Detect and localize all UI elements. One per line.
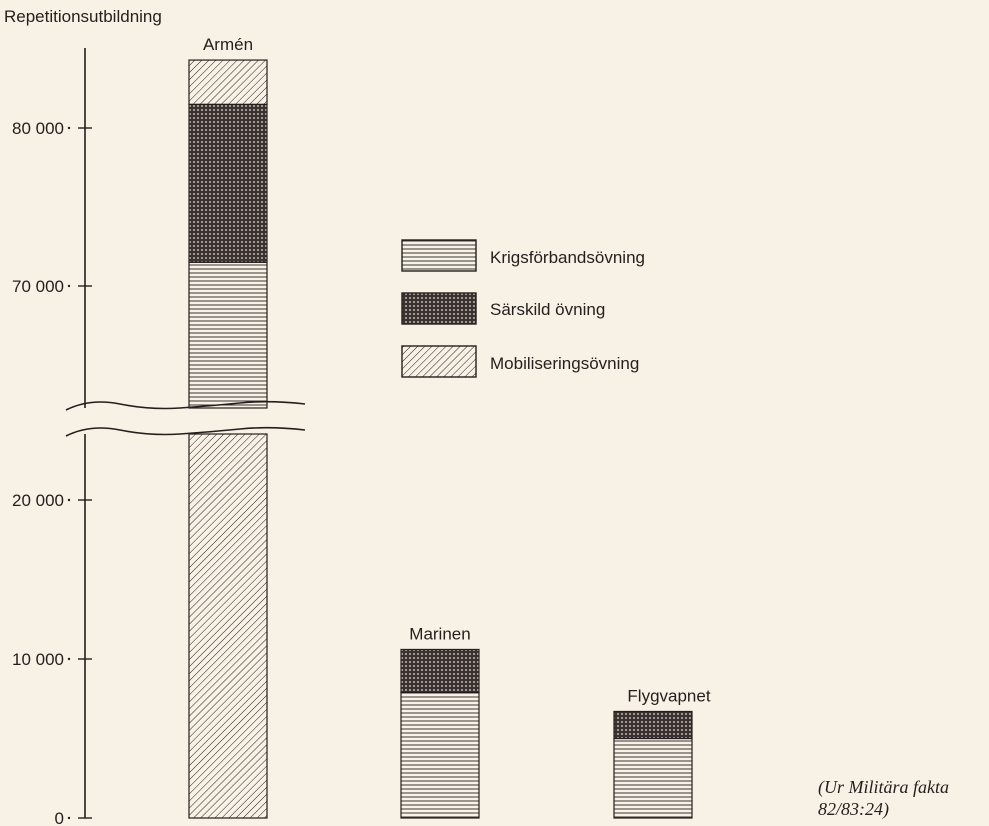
bars: Armén Marinen Flygvapnet <box>188 35 711 819</box>
legend-item-sarskild-ovning: Särskild övning <box>401 292 605 325</box>
y-tick-dot-20000 <box>67 498 71 502</box>
bar-flygvapnet: Flygvapnet <box>613 686 711 819</box>
y-tick-label-70000: 70 000 <box>12 277 64 296</box>
axis-break-upper <box>65 400 306 411</box>
legend-label: Särskild övning <box>490 300 605 319</box>
legend-swatch-horizontal <box>401 239 477 272</box>
category-label-flygvapnet: Flygvapnet <box>627 686 710 705</box>
category-label-armen: Armén <box>203 35 253 54</box>
bar-segment-armen-mobiliseringsovning <box>188 59 268 105</box>
bar-segment-armen-krigsforbandsovning-upper <box>188 261 268 409</box>
bar-marinen: Marinen <box>400 624 480 819</box>
legend-swatch-crosshatch <box>401 292 477 325</box>
bar-segment-flygvapnet-krigsforbandsovning <box>613 737 693 819</box>
legend-item-mobiliseringsovning: Mobiliseringsövning <box>401 345 639 378</box>
bar-segment-marinen-sarskild-ovning <box>400 648 480 693</box>
legend-label: Mobiliseringsövning <box>490 354 639 373</box>
legend-swatch-diagonal <box>401 345 477 378</box>
y-tick-label-0: 0 <box>55 809 64 826</box>
y-tick-dot-70000 <box>67 284 71 288</box>
y-tick-label-10000: 10 000 <box>12 650 64 669</box>
source-note-line2: 82/83:24) <box>818 799 889 819</box>
source-note-line1: (Ur Militära fakta <box>818 777 949 797</box>
source-note: (Ur Militära fakta 82/83:24) <box>818 776 988 820</box>
category-label-marinen: Marinen <box>409 624 470 643</box>
y-axis-ticks: 0 10 000 20 000 70 000 80 000 <box>12 119 92 826</box>
y-tick-dot-80000 <box>67 126 71 130</box>
legend-label: Krigsförbandsövning <box>490 248 645 267</box>
bar-segment-armen-krigsforbandsovning-lower <box>188 433 268 819</box>
y-tick-dot-0 <box>67 816 71 820</box>
y-tick-dot-10000 <box>67 657 71 661</box>
bar-segment-armen-sarskild-ovning <box>188 103 268 263</box>
y-axis-title: Repetitionsutbildning <box>4 7 162 26</box>
bar-segment-marinen-krigsforbandsovning <box>400 691 480 819</box>
legend-item-krigsforbandsovning: Krigsförbandsövning <box>401 239 645 272</box>
y-tick-label-80000: 80 000 <box>12 119 64 138</box>
y-tick-label-20000: 20 000 <box>12 491 64 510</box>
axis-break-lower <box>65 426 306 437</box>
bar-armen: Armén <box>188 35 268 819</box>
bar-segment-flygvapnet-sarskild-ovning <box>613 710 693 740</box>
legend: Krigsförbandsövning Särskild övning Mobi… <box>401 239 645 378</box>
